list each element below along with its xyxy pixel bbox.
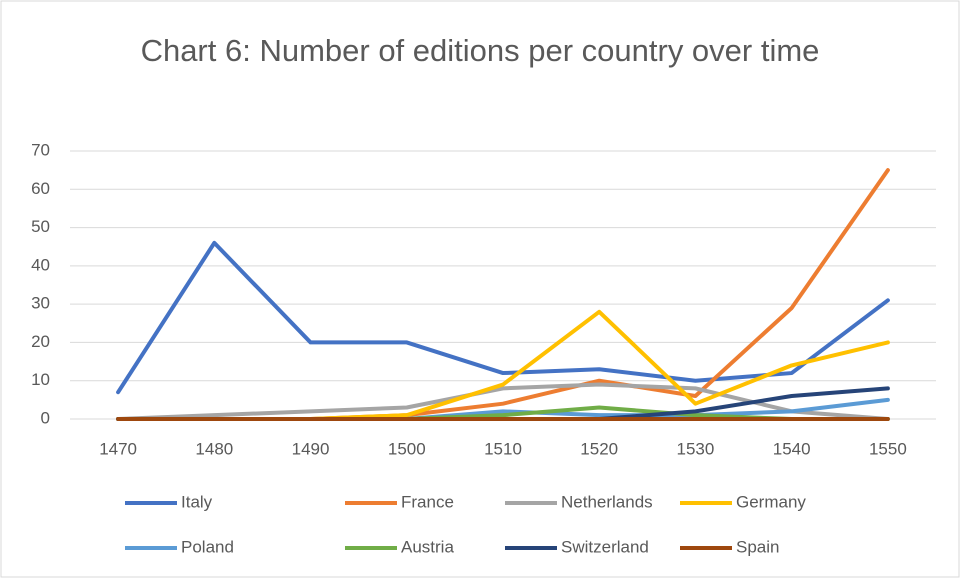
y-tick-label: 50 [31,217,50,236]
x-tick-label: 1510 [484,439,522,458]
x-tick-label: 1550 [869,439,907,458]
y-tick-label: 20 [31,332,50,351]
x-tick-label: 1470 [99,439,137,458]
legend-label: Netherlands [561,492,653,511]
y-tick-label: 60 [31,179,50,198]
legend-label: Austria [401,537,454,556]
x-tick-label: 1530 [677,439,715,458]
series-line [116,168,890,421]
legend-label: Spain [736,537,779,556]
series-line [116,240,890,395]
x-tick-label: 1480 [195,439,233,458]
legend-label: France [401,492,454,511]
x-tick-label: 1490 [292,439,330,458]
y-tick-label: 70 [31,140,50,159]
legend-label: Germany [736,492,806,511]
legend-label: Poland [181,537,234,556]
legend-label: Switzerland [561,537,649,556]
y-tick-label: 40 [31,255,50,274]
series-line [116,382,890,421]
y-tick-label: 0 [41,408,50,427]
x-tick-label: 1540 [773,439,811,458]
legend-label: Italy [181,492,213,511]
chart-title: Chart 6: Number of editions per country … [140,33,820,68]
y-tick-label: 10 [31,370,50,389]
y-tick-label: 30 [31,294,50,313]
x-tick-label: 1520 [580,439,618,458]
x-tick-label: 1500 [388,439,426,458]
